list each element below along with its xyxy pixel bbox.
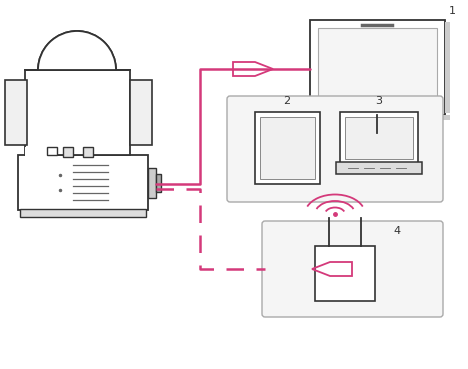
FancyBboxPatch shape xyxy=(83,147,93,157)
FancyBboxPatch shape xyxy=(312,115,450,120)
FancyBboxPatch shape xyxy=(260,117,315,179)
FancyBboxPatch shape xyxy=(349,131,405,142)
FancyBboxPatch shape xyxy=(20,209,146,217)
FancyBboxPatch shape xyxy=(156,174,161,192)
FancyBboxPatch shape xyxy=(63,147,73,157)
Text: 4: 4 xyxy=(394,226,401,236)
FancyBboxPatch shape xyxy=(18,155,148,210)
FancyBboxPatch shape xyxy=(5,80,27,145)
FancyBboxPatch shape xyxy=(255,112,320,184)
FancyBboxPatch shape xyxy=(310,20,445,115)
FancyBboxPatch shape xyxy=(47,147,57,155)
FancyBboxPatch shape xyxy=(262,221,443,317)
FancyBboxPatch shape xyxy=(336,162,422,174)
FancyBboxPatch shape xyxy=(445,22,450,113)
Wedge shape xyxy=(38,31,116,70)
FancyBboxPatch shape xyxy=(148,168,156,198)
FancyBboxPatch shape xyxy=(130,80,152,145)
FancyBboxPatch shape xyxy=(315,246,375,301)
Text: 1: 1 xyxy=(448,6,455,16)
Text: 2: 2 xyxy=(284,96,291,106)
FancyBboxPatch shape xyxy=(318,28,437,107)
FancyBboxPatch shape xyxy=(227,96,443,202)
FancyBboxPatch shape xyxy=(25,147,47,157)
FancyBboxPatch shape xyxy=(340,112,418,164)
FancyBboxPatch shape xyxy=(345,117,413,159)
Text: 3: 3 xyxy=(375,96,382,106)
FancyBboxPatch shape xyxy=(25,70,130,155)
